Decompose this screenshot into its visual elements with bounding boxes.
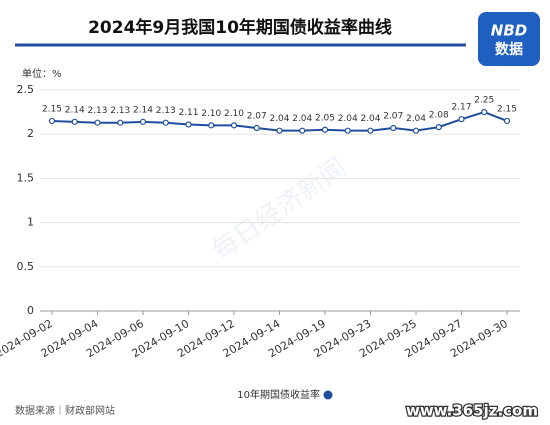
logo-bottom: 数据 <box>495 41 523 58</box>
chart-title: 2024年9月我国10年期国债收益率曲线 <box>88 17 392 38</box>
point <box>299 127 306 134</box>
y-tick-label: 0 <box>27 304 34 317</box>
value-label: 2.04 <box>292 114 312 124</box>
legend-marker <box>323 390 333 400</box>
source: 数据来源｜财政部网站 <box>15 404 115 417</box>
point <box>321 126 329 133</box>
value-label: 2.14 <box>133 105 153 115</box>
point <box>435 124 442 131</box>
value-label: 2.13 <box>156 106 176 116</box>
unit-label: 单位：% <box>22 67 62 80</box>
value-label: 2.04 <box>338 114 358 124</box>
value-label: 2.08 <box>429 111 449 121</box>
point <box>71 118 78 125</box>
point <box>185 121 192 128</box>
value-label: 2.13 <box>110 106 130 116</box>
logo-top: NBD <box>491 22 527 40</box>
point <box>94 119 101 126</box>
point <box>208 122 215 129</box>
value-label: 2.07 <box>383 112 403 122</box>
point <box>367 127 374 134</box>
value-label: 2.15 <box>497 104 517 114</box>
value-label: 2.07 <box>247 112 267 122</box>
point <box>230 122 238 129</box>
value-label: 2.17 <box>451 103 471 113</box>
corner-watermark: www.365jz.com <box>406 402 538 420</box>
value-label: 2.10 <box>224 109 244 119</box>
y-tick-label: 2.5 <box>17 83 35 96</box>
value-label: 2.15 <box>42 104 62 114</box>
point <box>162 119 169 126</box>
y-tick-label: 0.5 <box>17 260 35 273</box>
point <box>344 127 351 134</box>
value-label: 2.10 <box>201 109 221 119</box>
y-tick-label: 1 <box>27 216 34 229</box>
point <box>48 117 56 125</box>
value-label: 2.25 <box>474 96 494 106</box>
value-label: 2.04 <box>406 114 426 124</box>
value-label: 2.05 <box>315 113 335 123</box>
value-label: 2.11 <box>178 108 198 118</box>
point <box>276 127 283 134</box>
point <box>412 127 420 134</box>
logo-box <box>478 12 540 66</box>
y-tick-label: 2 <box>27 127 34 140</box>
point <box>139 118 147 125</box>
point <box>481 108 488 116</box>
point <box>253 124 260 132</box>
value-label: 2.13 <box>87 106 107 116</box>
y-tick-label: 1.5 <box>17 171 35 184</box>
point <box>458 116 465 123</box>
point <box>390 124 397 132</box>
point <box>503 117 511 125</box>
value-label: 2.04 <box>360 114 380 124</box>
value-label: 2.04 <box>269 114 289 124</box>
value-label: 2.14 <box>65 105 85 115</box>
legend-label: 10年期国债收益率 <box>237 388 320 401</box>
point <box>117 119 124 126</box>
